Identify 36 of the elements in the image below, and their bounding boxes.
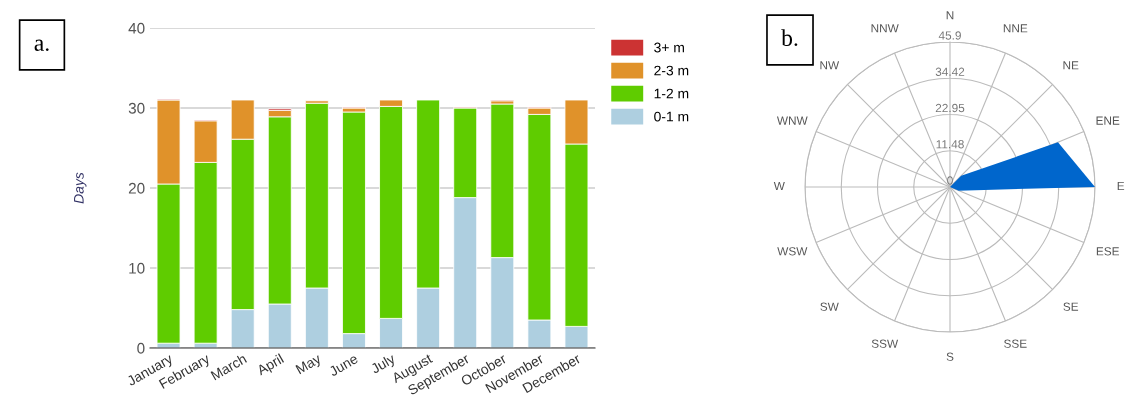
spoke-label: ESE xyxy=(1096,247,1119,256)
y-tick-label: 34.42 xyxy=(935,67,965,76)
legend-label: 3+ m xyxy=(654,42,684,53)
spoke-label: NW xyxy=(820,61,840,70)
y-tick-label: 30 xyxy=(128,102,145,114)
spoke-label: SSW xyxy=(871,339,899,348)
legend-label: 2-3 m xyxy=(654,65,689,76)
spoke-label: S xyxy=(946,352,954,361)
spoke-label: NNW xyxy=(871,24,899,33)
y-tick-label: 0 xyxy=(137,342,145,354)
spoke-label: SE xyxy=(1063,302,1079,311)
y-tick-label: 20 xyxy=(128,182,145,194)
x-tick-label: May xyxy=(295,353,324,377)
y-tick-label: 22.95 xyxy=(935,103,965,113)
y-tick-label: 45.9 xyxy=(938,31,961,40)
y-axis-title: Days xyxy=(74,172,87,204)
text: b. xyxy=(781,29,798,47)
y-tick-label: 40 xyxy=(128,22,145,34)
legend-label: 1-2 m xyxy=(654,88,689,99)
spoke-label: SW xyxy=(820,302,839,311)
spoke-label: NE xyxy=(1063,61,1079,70)
spoke-label: SSE xyxy=(1004,339,1027,348)
spoke-label: ENE xyxy=(1096,116,1120,125)
spoke-label: W xyxy=(773,181,785,191)
y-tick-label: 0 xyxy=(947,176,953,185)
spoke-label: N xyxy=(946,11,954,20)
x-tick-label: June xyxy=(328,353,359,377)
y-tick-label: 11.48 xyxy=(936,140,964,149)
x-tick-label: April xyxy=(255,353,286,378)
spoke-label: E xyxy=(1117,181,1125,191)
legend-label: 0-1 m xyxy=(654,111,689,122)
y-tick-label: 10 xyxy=(129,262,145,274)
spoke-label: WSW xyxy=(777,247,808,256)
text: a. xyxy=(34,39,49,52)
spoke-label: NNE xyxy=(1003,24,1028,33)
spoke-label: WNW xyxy=(776,116,808,125)
